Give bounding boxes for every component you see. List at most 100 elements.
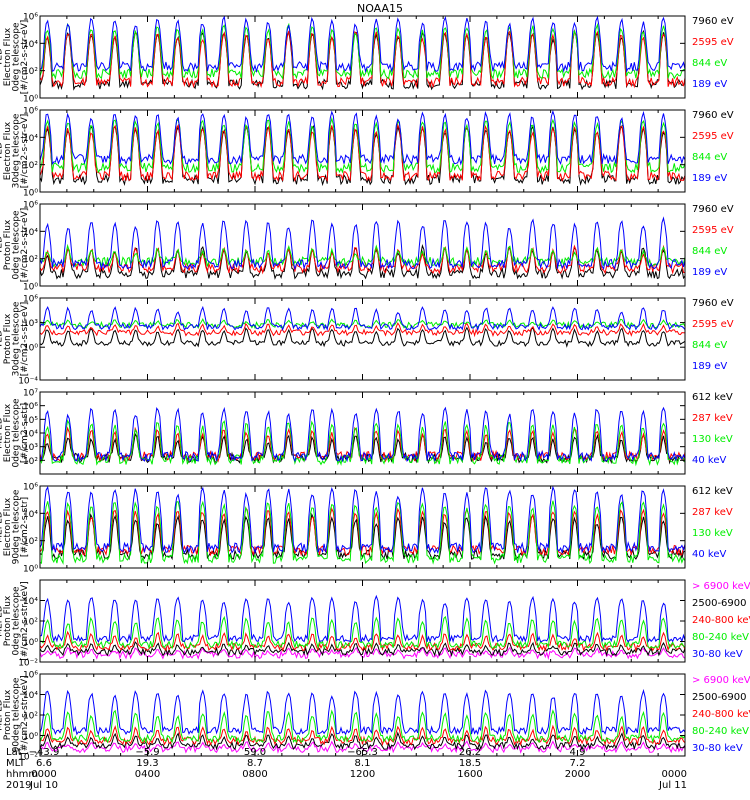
legend-entry: 844 eV — [692, 340, 727, 351]
series-189-ev-trace — [40, 110, 685, 166]
y-tick-label: 10⁴ — [23, 228, 38, 238]
legend-entry: 612 keV — [692, 392, 733, 403]
y-axis-label: MEPEDProton Flux0deg telescope[#/cm2-s-s… — [0, 581, 30, 660]
time-axis-mlt-value: 8.7 — [247, 758, 263, 769]
y-axis-label: MEPEDProton Flux90deg telescope[#/cm2-s-… — [0, 675, 30, 754]
legend-entry: 30-80 keV — [692, 743, 743, 754]
y-axis-label-line: Proton Flux — [3, 689, 13, 740]
y-axis-label-line: Electron Flux — [3, 497, 13, 556]
series-240-800-kev-trace — [40, 630, 685, 653]
y-tick-label: 10⁷ — [23, 389, 38, 399]
legend-entry: 240-800 keV — [692, 615, 750, 626]
time-axis-mlt-value: 8.1 — [355, 758, 371, 769]
y-axis-label-line: Electron Flux — [3, 403, 13, 462]
time-axis-row-label: MLT — [6, 758, 26, 769]
panel-frame — [39, 203, 686, 287]
y-axis-label-line: 0deg telescope — [11, 22, 21, 92]
time-axis-lat-value: 26.2 — [459, 747, 481, 758]
y-axis-label-line: [#/cm2-s-str-keV] — [20, 581, 30, 660]
series-2595-ev-trace — [40, 122, 685, 182]
y-tick-label: 10⁰ — [23, 732, 38, 742]
time-axis-lat-value: 59.0 — [244, 747, 266, 758]
y-tick-label: 10⁴ — [23, 597, 38, 607]
y-tick-label: 10⁶ — [23, 13, 38, 23]
y-axis-label-line: [#/cm2-s-str-eV] — [20, 114, 30, 189]
y-axis-label-line: [#/cm2-s-str-keV] — [20, 675, 30, 754]
series-844-ev-trace — [40, 243, 685, 269]
legend-entry: 30-80 keV — [692, 649, 743, 660]
legend-entry: 189 eV — [692, 267, 727, 278]
legend-entry: 2595 eV — [692, 131, 734, 142]
series-40-kev-trace — [40, 486, 685, 555]
y-axis-label-line: 30deg telescope — [11, 301, 21, 376]
y-tick-label: 10⁻² — [18, 753, 38, 763]
legend-entry: 189 eV — [692, 173, 727, 184]
y-axis-label-line: MEPED — [0, 605, 4, 637]
legend-entry: 130 keV — [692, 434, 733, 445]
series-287-kev-trace — [40, 506, 685, 557]
legend-entry: 189 eV — [692, 79, 727, 90]
y-tick-label: 10⁻² — [18, 659, 38, 669]
series-7960-ev-trace — [40, 244, 685, 280]
series-7960-ev-trace — [40, 326, 685, 348]
series-40-kev-trace — [40, 406, 685, 463]
y-axis-label-line: TED — [0, 236, 4, 255]
time-axis-mlt-value: 19.3 — [136, 758, 158, 769]
y-axis-label-line: [#/cm2-s-str] — [20, 497, 30, 557]
series-612-kev-trace — [40, 512, 685, 561]
y-tick-label: 10⁰ — [23, 344, 38, 354]
time-axis-hhmm-value: 0800 — [242, 769, 267, 780]
y-tick-label: 10² — [23, 712, 38, 722]
y-axis-label-line: 0deg telescope — [11, 210, 21, 280]
legend-entry: 40 keV — [692, 455, 726, 466]
y-axis-label-line: MEPED — [0, 511, 4, 543]
legend-entry: 844 eV — [692, 152, 727, 163]
time-axis-mlt-value: 7.2 — [570, 758, 586, 769]
y-axis-label-line: Proton Flux — [3, 313, 13, 364]
time-axis-hhmm-value: 0000 — [31, 769, 56, 780]
y-tick-label: 10⁶ — [23, 402, 38, 412]
time-axis-row-label: Lat — [6, 747, 22, 758]
y-tick-label: 10⁴ — [23, 510, 38, 520]
legend-entry: 2500-6900 — [692, 598, 747, 609]
time-axis-hhmm-value: 0400 — [135, 769, 160, 780]
legend-entry: 287 keV — [692, 507, 733, 518]
y-tick-label: 10² — [23, 255, 38, 265]
y-axis-label-line: 30deg telescope — [11, 113, 21, 188]
time-axis-hhmm-value: 1200 — [350, 769, 375, 780]
time-axis-lat-value: −65.3 — [347, 747, 378, 758]
y-tick-label: 10⁶ — [23, 201, 38, 211]
y-tick-label: 10⁵ — [23, 416, 38, 426]
y-axis-label-line: [#/cm2-s-str-eV] — [20, 20, 30, 95]
y-tick-label: 10³ — [23, 319, 38, 329]
series-189-ev-trace — [40, 305, 685, 332]
legend-entry: 7960 eV — [692, 110, 734, 121]
legend-entry: 2500-6900 — [692, 692, 747, 703]
series-2595-ev-trace — [40, 29, 685, 89]
series-30-80-kev-trace — [40, 594, 685, 644]
y-tick-label: 10⁰ — [23, 189, 38, 199]
series-2595-ev-trace — [40, 322, 685, 338]
y-axis-label-line: 0deg telescope — [11, 398, 21, 468]
y-axis-label-line: 0deg telescope — [11, 586, 21, 656]
series-189-ev-trace — [40, 216, 685, 271]
series-844-ev-trace — [40, 116, 685, 174]
legend-entry: 844 eV — [692, 246, 727, 257]
y-tick-label: 10⁻⁴ — [18, 377, 38, 387]
legend-entry: 7960 eV — [692, 298, 734, 309]
legend-entry: 287 keV — [692, 413, 733, 424]
y-axis-label-line: Proton Flux — [3, 219, 13, 270]
legend-entry: 7960 eV — [692, 204, 734, 215]
time-axis-row-label: hhmm — [6, 769, 38, 780]
y-tick-label: 10⁶ — [23, 483, 38, 493]
y-axis-label-line: [#/cm2-s-str-eV] — [20, 208, 30, 283]
time-axis-mlt-value: 6.6 — [36, 758, 52, 769]
legend-entry: 40 keV — [692, 549, 726, 560]
